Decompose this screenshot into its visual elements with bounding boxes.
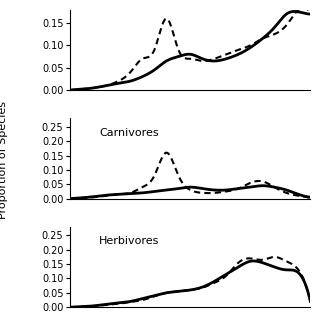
Text: Herbivores: Herbivores — [99, 236, 160, 246]
Text: Proportion of Species: Proportion of Species — [0, 101, 8, 219]
Text: Carnivores: Carnivores — [99, 128, 159, 138]
